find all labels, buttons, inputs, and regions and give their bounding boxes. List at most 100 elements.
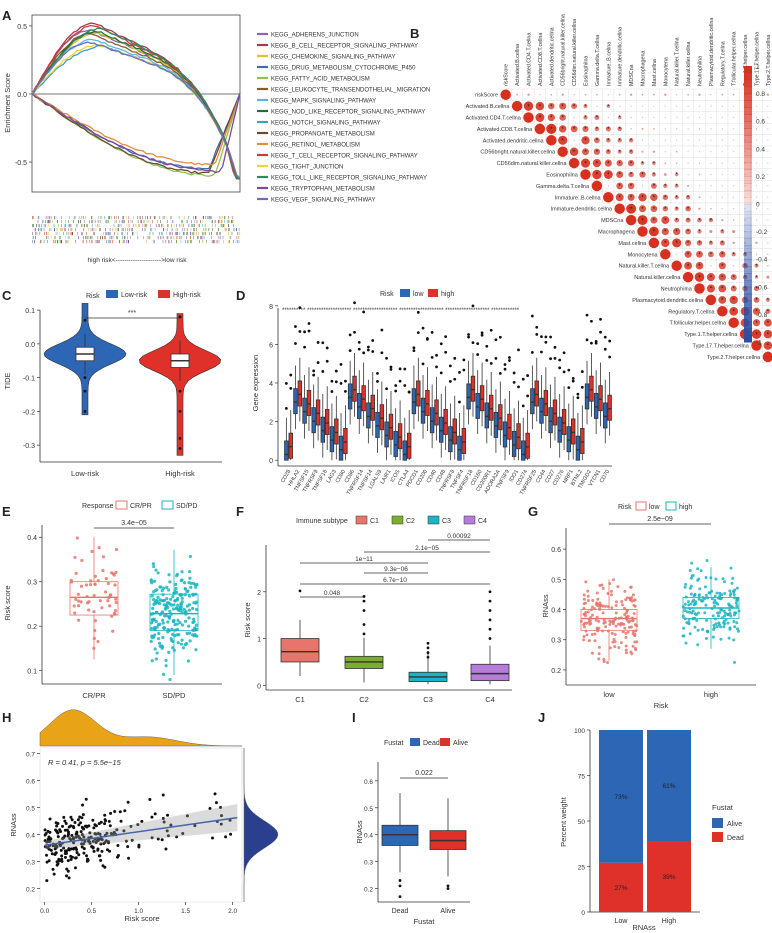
panel-g-point	[706, 596, 710, 600]
panel-a-legend-label: KEGG_B_CELL_RECEPTOR_SIGNALING_PATHWAY	[271, 44, 418, 50]
panel-b-corr-dot	[580, 169, 591, 180]
panel-d-box-outlier	[444, 335, 448, 339]
panel-g-point	[691, 600, 695, 604]
panel-h-ytick-label: 0.2	[26, 886, 35, 893]
panel-h-point	[58, 828, 62, 832]
panel-d-box-outlier	[471, 304, 475, 308]
panel-b-corr-dot	[550, 93, 553, 96]
panel-e-point	[80, 558, 84, 563]
panel-b-corr-dot	[755, 151, 758, 153]
panel-g-point	[606, 661, 610, 665]
panel-b-corr-dot	[755, 116, 758, 119]
panel-g-point	[714, 622, 718, 626]
panel-b-corr-dot	[687, 151, 689, 153]
panel-b-cell	[762, 236, 772, 249]
panel-d-box-outlier	[530, 350, 534, 354]
panel-b-colorbar-segment	[744, 231, 752, 239]
panel-e-point	[179, 642, 184, 646]
panel-d-box-outlier	[448, 379, 452, 383]
panel-e-point	[161, 635, 165, 640]
panel-d-box-box	[452, 418, 457, 445]
panel-g-point	[584, 611, 588, 615]
panel-f-box-outlier	[362, 599, 366, 603]
panel-e-point	[157, 623, 161, 627]
panel-d-box-box	[488, 394, 494, 421]
panel-d-box-outlier	[385, 387, 388, 391]
panel-i-box-outlier	[398, 884, 402, 888]
panel-b-signif-star: *	[641, 173, 644, 179]
panel-e-ytick-label: 0.1	[27, 669, 37, 676]
panel-e-point	[173, 599, 177, 603]
panel-e-point	[180, 638, 184, 642]
panel-h-point	[137, 843, 141, 847]
panel-d-box-box	[525, 432, 530, 459]
panel-b-colorbar-tick-label: 0	[756, 202, 760, 209]
panel-d-box-box	[593, 392, 599, 419]
panel-e-point	[176, 603, 180, 607]
panel-h-point	[77, 823, 81, 827]
panel-e-point	[168, 615, 172, 619]
panel-g-point	[614, 624, 618, 628]
panel-g-point	[712, 601, 716, 605]
panel-b-corr-dot	[767, 128, 769, 130]
panel-d-box-outlier	[512, 371, 516, 375]
panel-b-corr-dot	[523, 112, 534, 123]
panel-h-point	[43, 839, 47, 843]
panel-b-colorbar-segment	[744, 100, 752, 108]
panel-c-ylabel: TIDE	[3, 372, 12, 389]
panel-h-point	[67, 825, 71, 829]
panel-e-point	[195, 600, 199, 604]
panel-h-point	[181, 832, 185, 836]
panel-h-point	[51, 867, 55, 871]
panel-d-box-outlier	[398, 379, 402, 383]
panel-d-box-outlier	[439, 342, 443, 346]
panel-g-point	[604, 625, 608, 629]
panel-d-box-outlier	[435, 365, 438, 369]
panel-g-legend-key-high	[665, 501, 677, 511]
panel-h-point	[71, 847, 75, 851]
panel-d-box-outlier	[494, 338, 498, 342]
panel-h-xtick-label: 1.0	[134, 908, 143, 915]
panel-d-box-outlier	[412, 349, 416, 353]
panel-h-point	[119, 819, 123, 823]
panel-b-signif-star: *	[641, 218, 644, 224]
panel-f-box-outlier	[426, 655, 430, 659]
panel-g-point	[735, 621, 739, 625]
panel-b-cell	[762, 134, 772, 147]
panel-b-corr-dot	[743, 252, 748, 257]
panel-d-box-box	[284, 440, 289, 461]
panel-b-corr-dot	[596, 93, 598, 96]
panel-e-point	[175, 590, 179, 594]
panel-g-point	[726, 621, 730, 625]
panel-c-box-outlier	[178, 389, 182, 393]
panel-b-signif-star: *	[767, 344, 770, 350]
panel-d-box-box	[425, 390, 430, 416]
panel-g-point	[602, 659, 606, 663]
panel-b-colorbar-tick-label: 1	[756, 64, 760, 71]
panel-b-colorbar-segment	[744, 107, 752, 115]
panel-d-box-outlier	[553, 356, 557, 360]
panel-h-ytick-label: 0.6	[26, 778, 35, 785]
panel-b-corr-dot	[754, 263, 759, 268]
panel-e-point	[154, 598, 159, 603]
panel-b-signif-star: *	[767, 310, 770, 316]
panel-d-legend-label: low	[413, 291, 424, 298]
panel-b-corr-dot	[638, 205, 647, 213]
panel-h-ytick-label: 0.7	[26, 751, 35, 758]
panel-b-corr-dot	[710, 173, 712, 176]
panel-d-box-outlier	[389, 365, 393, 369]
panel-e-ytick-label: 0.4	[27, 535, 37, 542]
panel-h-point	[55, 844, 59, 848]
panel-b-corr-dot	[721, 151, 723, 153]
panel-label-e: E	[2, 504, 11, 519]
panel-b-corr-dot	[687, 93, 689, 96]
panel-d-box-outlier	[289, 373, 293, 377]
panel-g-point	[632, 612, 636, 616]
panel-b-colorbar-segment	[744, 314, 752, 322]
panel-j-bar-dead	[647, 841, 691, 912]
panel-g-point	[735, 604, 739, 608]
panel-b-corr-dot	[516, 93, 518, 96]
panel-b-corr-dot	[593, 148, 601, 155]
panel-b-corr-dot	[596, 105, 598, 107]
panel-h-point	[103, 840, 107, 844]
